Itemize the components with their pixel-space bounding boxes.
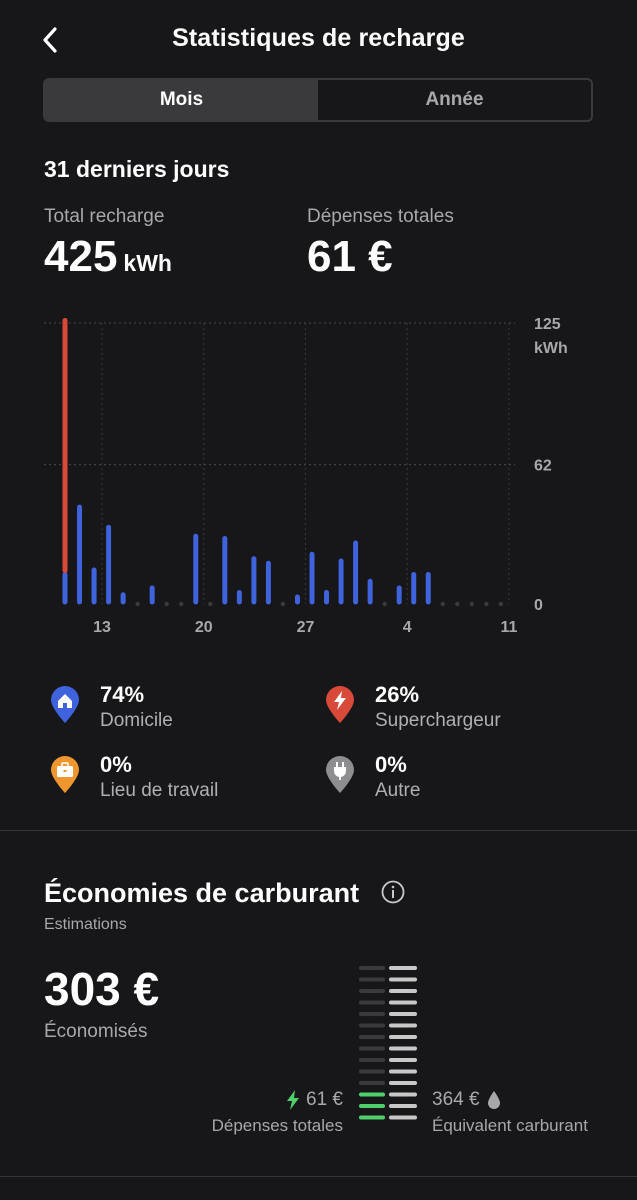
briefcase-icon [51,756,79,793]
gauge-electric-segment [359,1023,385,1028]
y-tick-label: 125 [534,316,561,333]
empty-day-dot [382,601,387,607]
gauge-fuel-segment [389,1046,417,1051]
tab-mois[interactable]: Mois [45,80,318,120]
gauge-fuel-segment [389,989,417,993]
gauge-fuel-segment [389,966,417,970]
x-tick-label: 11 [500,619,517,636]
legend-autre: 0% Autre [325,752,575,812]
header: Statistiques de recharge [0,0,637,82]
x-tick-label: 20 [195,619,213,636]
y-tick-label: 62 [534,458,552,475]
plug-icon [326,756,354,793]
electric-spend-label: Dépenses totales [211,1116,343,1135]
gauge-electric-segment [359,1000,385,1005]
gauge-fuel-segment [389,1012,417,1016]
gauge-fuel-segment [389,1035,417,1039]
fuel-drop-icon [487,1091,500,1109]
gauge-fuel-segment [389,1058,417,1062]
gauge-electric-segment [359,1069,385,1074]
x-tick-label: 13 [93,619,111,636]
legend-superchargeur-name: Superchargeur [375,710,501,731]
total-spend-label: Dépenses totales [307,206,454,227]
legend-domicile: 74% Domicile [50,682,300,742]
fuel-equivalent-label: Équivalent carburant [432,1116,588,1135]
section-divider [0,830,637,831]
gauge-fuel-segment [389,1069,417,1074]
empty-day-dot [440,601,445,607]
legend-superchargeur: 26% Superchargeur [325,682,605,742]
tab-annee[interactable]: Année [425,89,484,110]
gauge-electric-segment [359,1058,385,1062]
y-axis-unit: kWh [534,340,568,357]
gauge-electric-segment [359,966,385,970]
empty-day-dot [164,601,169,607]
info-icon[interactable] [381,880,405,904]
chevron-left-icon [43,27,57,53]
savings-value-label: Économisés [44,1021,148,1042]
legend-autre-pct: 0% [375,752,407,777]
gauge-fuel-segment [389,1023,417,1028]
back-button[interactable] [36,22,64,58]
fuel-equivalent-value: 364 € [432,1089,480,1110]
empty-day-dot [469,601,475,607]
charging-chart[interactable]: 125 62 0 kWh 13 20 27 4 11 [0,300,637,645]
savings-title: Économies de carburant [44,878,360,908]
legend-autre-name: Autre [375,780,421,801]
gauge-electric-segment [359,1104,385,1108]
empty-day-dot [484,601,489,607]
total-charge-label: Total recharge [44,206,165,227]
gauge-electric-segment [359,1012,385,1016]
legend-domicile-name: Domicile [100,710,173,731]
total-charge-value: 425 kWh [44,232,172,282]
legend-lieu-de-travail: 0% Lieu de travail [50,752,300,812]
fuel-equivalent: 364 € [432,1089,500,1111]
bolt-icon [287,1090,300,1110]
gauge-fuel-segment [389,977,417,982]
legend-domicile-pct: 74% [100,682,145,707]
gauge-electric-segment [359,1115,385,1120]
savings-subtitle: Estimations [44,916,127,933]
empty-day-dot [280,601,286,607]
gauge-fuel-segment [389,1115,417,1120]
legend-superchargeur-pct: 26% [375,682,420,707]
gauge-electric-segment [359,1035,385,1039]
period-title: 31 derniers jours [44,156,230,182]
home-icon [51,686,79,723]
fuel-comparison-gauge [359,966,417,1120]
bottom-divider [0,1176,637,1177]
gauge-fuel-segment [389,1081,417,1085]
period-toggle: Mois Année [43,78,593,122]
gauge-electric-segment [359,1046,385,1051]
gauge-fuel-segment [389,1104,417,1108]
x-tick-label: 4 [403,619,412,636]
empty-day-dot [208,601,213,607]
total-charge-number: 425 [44,232,118,281]
gauge-fuel-segment [389,1092,417,1097]
electric-spend: 61 € [286,1089,343,1111]
empty-day-dot [455,601,460,607]
gauge-electric-segment [359,1092,385,1097]
bolt-icon [326,686,354,723]
gauge-fuel-segment [389,1000,417,1005]
x-tick-label: 27 [297,619,315,636]
savings-value: 303 € [44,963,160,1015]
empty-day-dot [135,601,140,607]
page-title: Statistiques de recharge [172,24,465,52]
gauge-electric-segment [359,1081,385,1085]
electric-spend-value: 61 € [306,1089,343,1110]
empty-day-dot [179,601,184,607]
legend-lieu-de-travail-name: Lieu de travail [100,780,219,801]
empty-day-dot [498,601,504,607]
total-charge-unit: kWh [123,250,172,276]
gauge-electric-segment [359,977,385,982]
y-tick-label: 0 [534,597,543,614]
legend-lieu-de-travail-pct: 0% [100,752,132,777]
gauge-electric-segment [359,989,385,993]
total-spend-value: 61 € [307,232,393,281]
